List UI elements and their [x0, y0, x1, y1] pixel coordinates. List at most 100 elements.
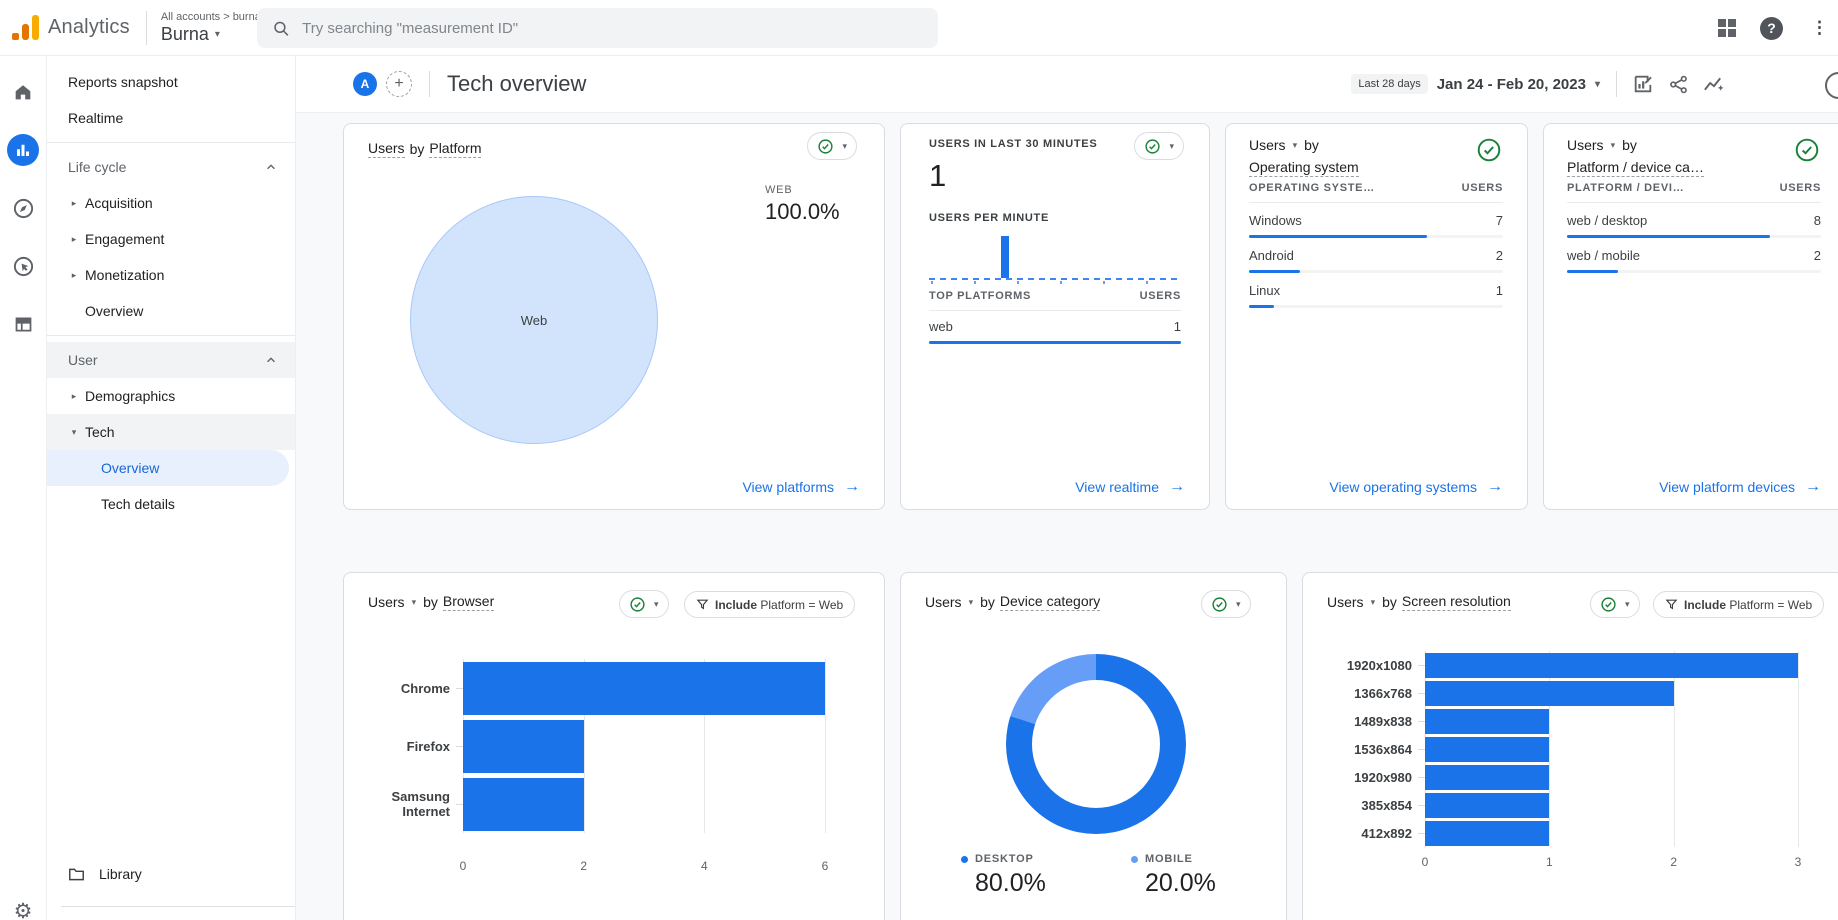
bar	[1425, 793, 1549, 818]
platform-bubble: Web	[410, 196, 658, 444]
sidebar-item-tech-details[interactable]: Tech details	[47, 486, 295, 522]
add-comparison-button[interactable]: +	[386, 71, 412, 97]
bar	[1425, 821, 1549, 846]
account-switcher[interactable]: All accounts > burna Burna ▾	[161, 11, 261, 45]
caret-down-icon: ▾	[1371, 597, 1376, 608]
dimension-selector[interactable]: Platform	[429, 140, 481, 158]
metric-selector[interactable]: Users	[1327, 594, 1364, 610]
app-name: Analytics	[48, 16, 130, 39]
share-icon[interactable]	[1665, 71, 1691, 97]
breadcrumb[interactable]: All accounts > burna	[161, 11, 261, 24]
sidebar-item-engagement[interactable]: ▸ Engagement	[47, 221, 295, 257]
search-input[interactable]	[302, 20, 923, 37]
sidebar-section-life-cycle[interactable]: Life cycle	[47, 149, 295, 185]
sidebar-item-monetization[interactable]: ▸ Monetization	[47, 257, 295, 293]
settings-gear-icon[interactable]: ⚙	[14, 899, 33, 920]
dimension-selector[interactable]: Browser	[443, 593, 494, 611]
table-row: web / mobile2	[1567, 246, 1821, 273]
card-users-by-platform-device: Users ▾ by Platform / device ca… PLATFOR…	[1543, 123, 1838, 510]
folder-icon	[67, 865, 86, 884]
table-row: web / desktop8	[1567, 211, 1821, 238]
sidebar-item-realtime[interactable]: Realtime	[47, 100, 295, 136]
check-circle-icon	[1144, 138, 1161, 155]
report-toolbar: A + Tech overview Last 28 days Jan 24 - …	[296, 56, 1838, 113]
metric-selector[interactable]: Users	[368, 594, 405, 610]
dimension-selector[interactable]: Platform / device ca…	[1567, 159, 1704, 177]
comparison-avatar[interactable]: A	[353, 72, 377, 96]
per-minute-ticks	[931, 281, 1181, 284]
check-circle-icon	[1211, 596, 1228, 613]
caret-right-icon: ▸	[63, 270, 85, 281]
metric-selector[interactable]: Users	[1567, 134, 1604, 156]
sidebar-item-tech[interactable]: ▾ Tech	[47, 414, 295, 450]
device-category-donut	[1006, 654, 1186, 834]
filter-funnel-icon	[696, 598, 709, 611]
data-quality-dropdown[interactable]: ▾	[619, 590, 669, 618]
dimension-selector[interactable]: Operating system	[1249, 159, 1359, 177]
sidebar-section-user[interactable]: User	[47, 342, 295, 378]
view-platforms-link[interactable]: View platforms→	[742, 478, 860, 496]
view-platform-devices-link[interactable]: View platform devices→	[1659, 478, 1821, 496]
data-quality-dropdown[interactable]: ▾	[1590, 590, 1640, 618]
platform-metric: WEB 100.0%	[765, 184, 840, 225]
caret-down-icon: ▾	[63, 427, 85, 438]
plus-icon: +	[394, 75, 403, 93]
bar	[1425, 681, 1674, 706]
sidebar-item-demographics[interactable]: ▸ Demographics	[47, 378, 295, 414]
data-quality-dropdown[interactable]: ▾	[807, 132, 857, 160]
view-operating-systems-link[interactable]: View operating systems→	[1329, 478, 1503, 496]
analytics-logo[interactable]: Analytics	[0, 15, 130, 41]
dimension-selector[interactable]: Screen resolution	[1402, 593, 1511, 611]
bar	[1425, 737, 1549, 762]
sidebar-item-lifecycle-overview[interactable]: Overview	[47, 293, 295, 329]
report-nav-sidebar: Reports snapshot Realtime Life cycle ▸ A…	[47, 56, 296, 920]
apps-grid-icon[interactable]	[1718, 19, 1736, 37]
bubble-label: Web	[521, 313, 548, 328]
caret-down-icon: ▾	[1625, 599, 1630, 610]
filter-chip[interactable]: Include Platform = Web	[1653, 591, 1824, 618]
data-quality-button[interactable]	[1794, 137, 1820, 163]
sidebar-item-tech-overview[interactable]: Overview	[47, 450, 289, 486]
overflow-menu-icon[interactable]: ⋮	[1807, 18, 1832, 38]
legend-dot-mobile	[1131, 856, 1138, 863]
screen-resolution-bar-chart: 1920x10801366x7681489x8381536x8641920x98…	[1327, 651, 1798, 871]
card-title: Users ▾ by Operating system	[1249, 134, 1359, 178]
sidebar-item-acquisition[interactable]: ▸ Acquisition	[47, 185, 295, 221]
configure-icon[interactable]	[7, 308, 39, 340]
metric-selector[interactable]: Users	[925, 594, 962, 610]
nav-rail: ⚙	[0, 56, 47, 920]
page-title: Tech overview	[447, 71, 586, 97]
metric-selector[interactable]: Users	[368, 140, 405, 158]
platform-device-table: web / desktop8 web / mobile2	[1567, 203, 1821, 273]
os-table: Windows7Android2Linux1	[1249, 203, 1503, 308]
insights-icon[interactable]	[1700, 71, 1726, 97]
chevron-down-icon: ▾	[215, 24, 220, 45]
sidebar-item-reports-snapshot[interactable]: Reports snapshot	[47, 64, 295, 100]
help-button[interactable]: ?	[1760, 17, 1783, 40]
view-realtime-link[interactable]: View realtime→	[1075, 478, 1185, 496]
data-quality-button[interactable]	[1476, 137, 1502, 163]
dimension-selector[interactable]: Device category	[1000, 593, 1100, 611]
advertising-icon[interactable]	[7, 250, 39, 282]
bar	[463, 662, 825, 715]
check-circle-icon	[1476, 137, 1502, 163]
sidebar-item-library[interactable]: Library	[47, 861, 295, 887]
table-row: Android2	[1249, 246, 1503, 273]
metric-label: WEB	[765, 184, 840, 196]
date-range-picker[interactable]: Jan 24 - Feb 20, 2023 ▾	[1437, 76, 1600, 93]
data-quality-dropdown[interactable]: ▾	[1134, 132, 1184, 160]
card-users-by-screen-resolution: Users ▾ by Screen resolution ▾ Include P…	[1302, 572, 1838, 920]
filter-chip[interactable]: Include Platform = Web	[684, 591, 855, 618]
home-icon[interactable]	[7, 76, 39, 108]
bar	[1425, 765, 1549, 790]
metric-selector[interactable]: Users	[1249, 134, 1286, 156]
reports-icon[interactable]	[7, 134, 39, 166]
bar	[1425, 653, 1798, 678]
data-quality-dropdown[interactable]: ▾	[1201, 590, 1251, 618]
search-bar[interactable]	[257, 8, 938, 48]
caret-right-icon: ▸	[63, 198, 85, 209]
table-header: PLATFORM / DEVI…USERS	[1567, 182, 1821, 194]
explore-icon[interactable]	[7, 192, 39, 224]
profile-avatar-partial[interactable]	[1825, 72, 1838, 99]
customize-report-icon[interactable]	[1630, 71, 1656, 97]
